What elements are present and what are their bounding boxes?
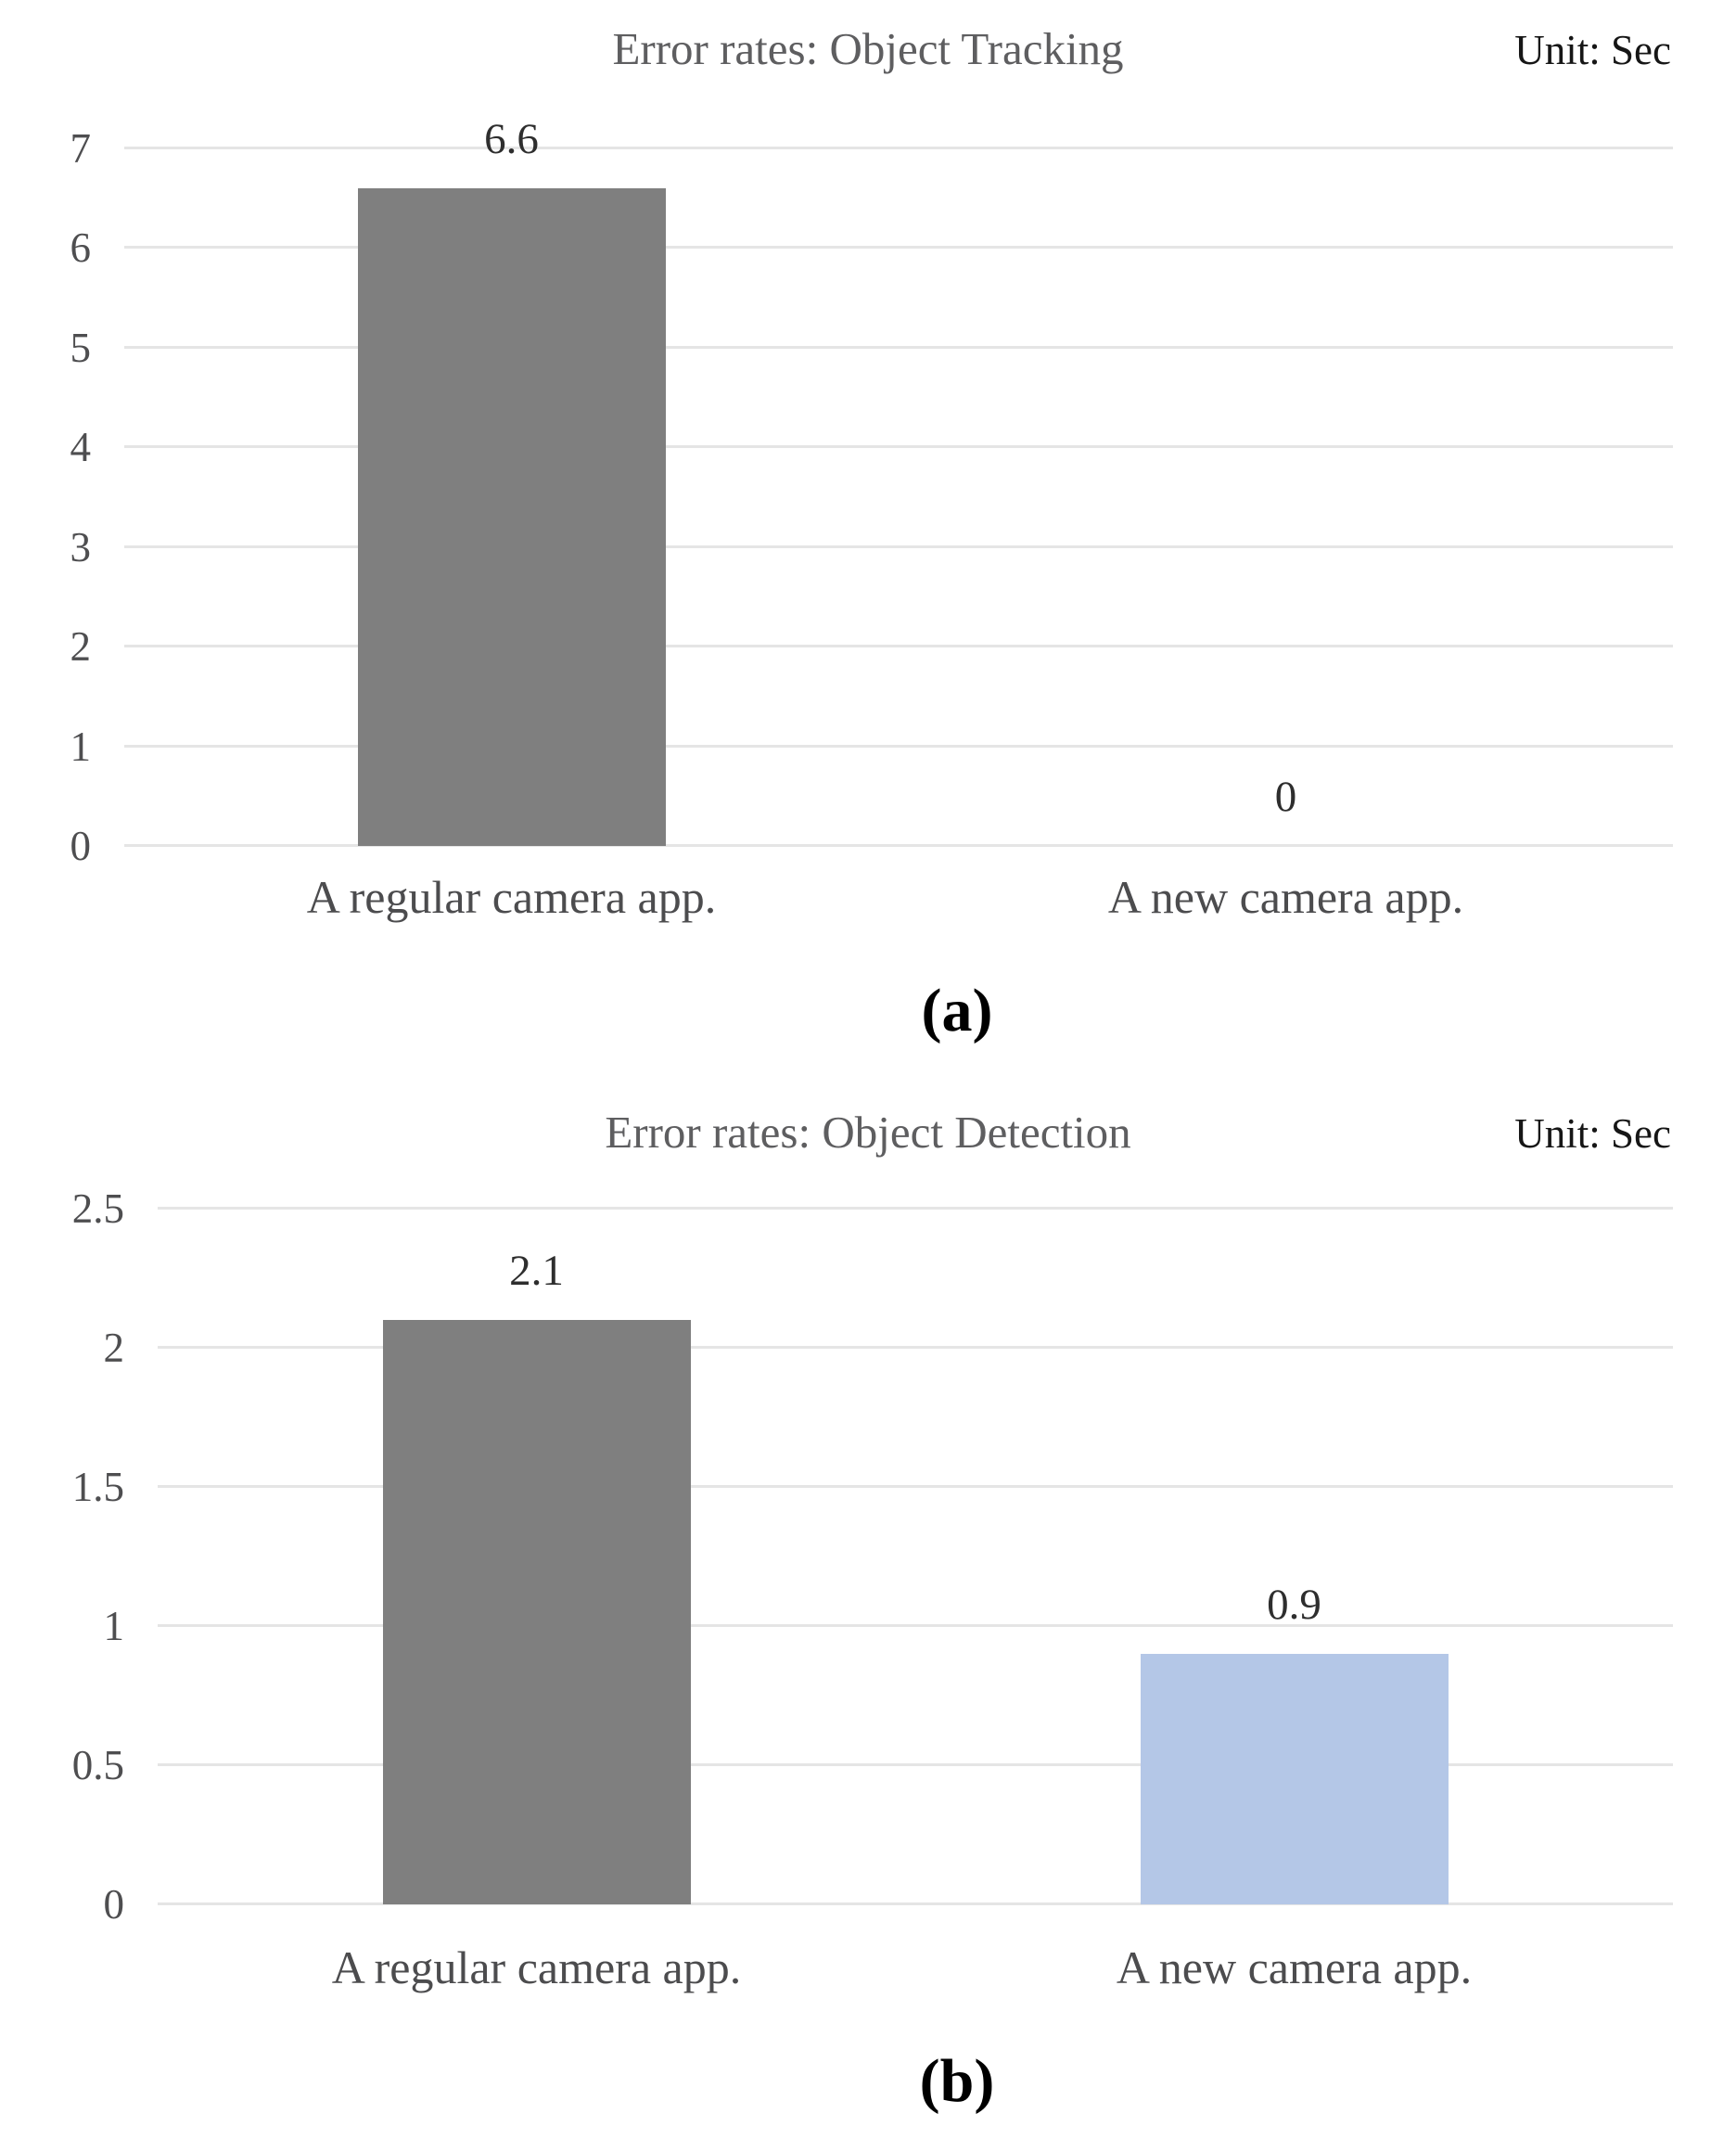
gridline	[158, 1346, 1673, 1349]
data-label-new-camera-app: 0	[1274, 773, 1297, 822]
y-axis-tick-label: 4	[70, 424, 92, 471]
y-axis-labels: 2.5 2 1.5 1 0.5 0	[72, 1185, 1673, 1928]
gridline	[124, 246, 1673, 250]
plot-area: 7 6 5 4 3 2 1 0 6.6 0	[70, 116, 1673, 869]
bar-new-camera-app	[1140, 1654, 1449, 1904]
y-axis-labels: 7 6 5 4 3 2 1 0	[70, 125, 1673, 869]
category-label-new-camera-app: A new camera app.	[1107, 871, 1464, 923]
data-label-regular-camera-app: 6.6	[484, 115, 539, 164]
y-axis-tick-label: 7	[70, 125, 92, 172]
gridline	[124, 744, 1673, 748]
y-axis-tick-label: 2	[103, 1325, 125, 1371]
bar-regular-camera-app	[357, 187, 666, 846]
plot-area: 2.5 2 1.5 1 0.5 0 2.1 0.9	[72, 1185, 1673, 1928]
x-axis-labels: A regular camera app. A new camera app.	[158, 1941, 1673, 1994]
unit-label: Unit: Sec	[1514, 1110, 1671, 1157]
gridline	[158, 1624, 1673, 1627]
gridline	[124, 147, 1673, 149]
data-label-new-camera-app: 0.9	[1267, 1581, 1321, 1630]
y-axis-tick-label: 1	[103, 1603, 125, 1649]
y-axis-tick-label: 1.5	[71, 1464, 124, 1510]
chart-title: Error rates: Object Tracking	[612, 23, 1124, 74]
subfigure-caption-a: (a)	[921, 977, 993, 1044]
y-axis-tick-label: 0.5	[71, 1742, 124, 1788]
gridline	[158, 1485, 1673, 1488]
gridline	[124, 345, 1673, 349]
gridline	[158, 1763, 1673, 1766]
y-axis-tick-label: 5	[70, 324, 92, 371]
y-axis-tick-label: 2.5	[71, 1185, 124, 1232]
category-label-new-camera-app: A new camera app.	[1116, 1941, 1473, 1993]
category-label-regular-camera-app: A regular camera app.	[306, 871, 717, 923]
y-axis-tick-label: 3	[70, 523, 92, 570]
category-label-regular-camera-app: A regular camera app.	[331, 1941, 742, 1993]
chart-object-detection: Error rates: Object Detection Unit: Sec …	[0, 1076, 1736, 2152]
gridlines-layer	[158, 1207, 1673, 1905]
gridline	[158, 1207, 1673, 1210]
y-axis-tick-label: 1	[70, 723, 92, 770]
y-axis-tick-label: 2	[70, 623, 92, 671]
x-axis-labels: A regular camera app. A new camera app.	[124, 870, 1673, 924]
chart-object-tracking: Error rates: Object Tracking Unit: Sec 7…	[70, 23, 1673, 1044]
bar-regular-camera-app	[382, 1320, 691, 1904]
data-label-regular-camera-app: 2.1	[509, 1247, 564, 1296]
gridline	[158, 1902, 1673, 1905]
gridline	[124, 544, 1673, 548]
y-axis-tick-label: 6	[70, 224, 92, 272]
subfigure-caption-b: (b)	[919, 2047, 995, 2115]
y-axis-tick-label: 0	[103, 1881, 125, 1928]
unit-label: Unit: Sec	[1514, 27, 1671, 73]
gridline	[124, 844, 1673, 847]
chart-title: Error rates: Object Detection	[605, 1107, 1131, 1158]
y-axis-tick-label: 0	[70, 823, 92, 869]
gridline	[124, 645, 1673, 648]
gridline	[124, 445, 1673, 449]
gridlines-layer	[124, 147, 1673, 847]
